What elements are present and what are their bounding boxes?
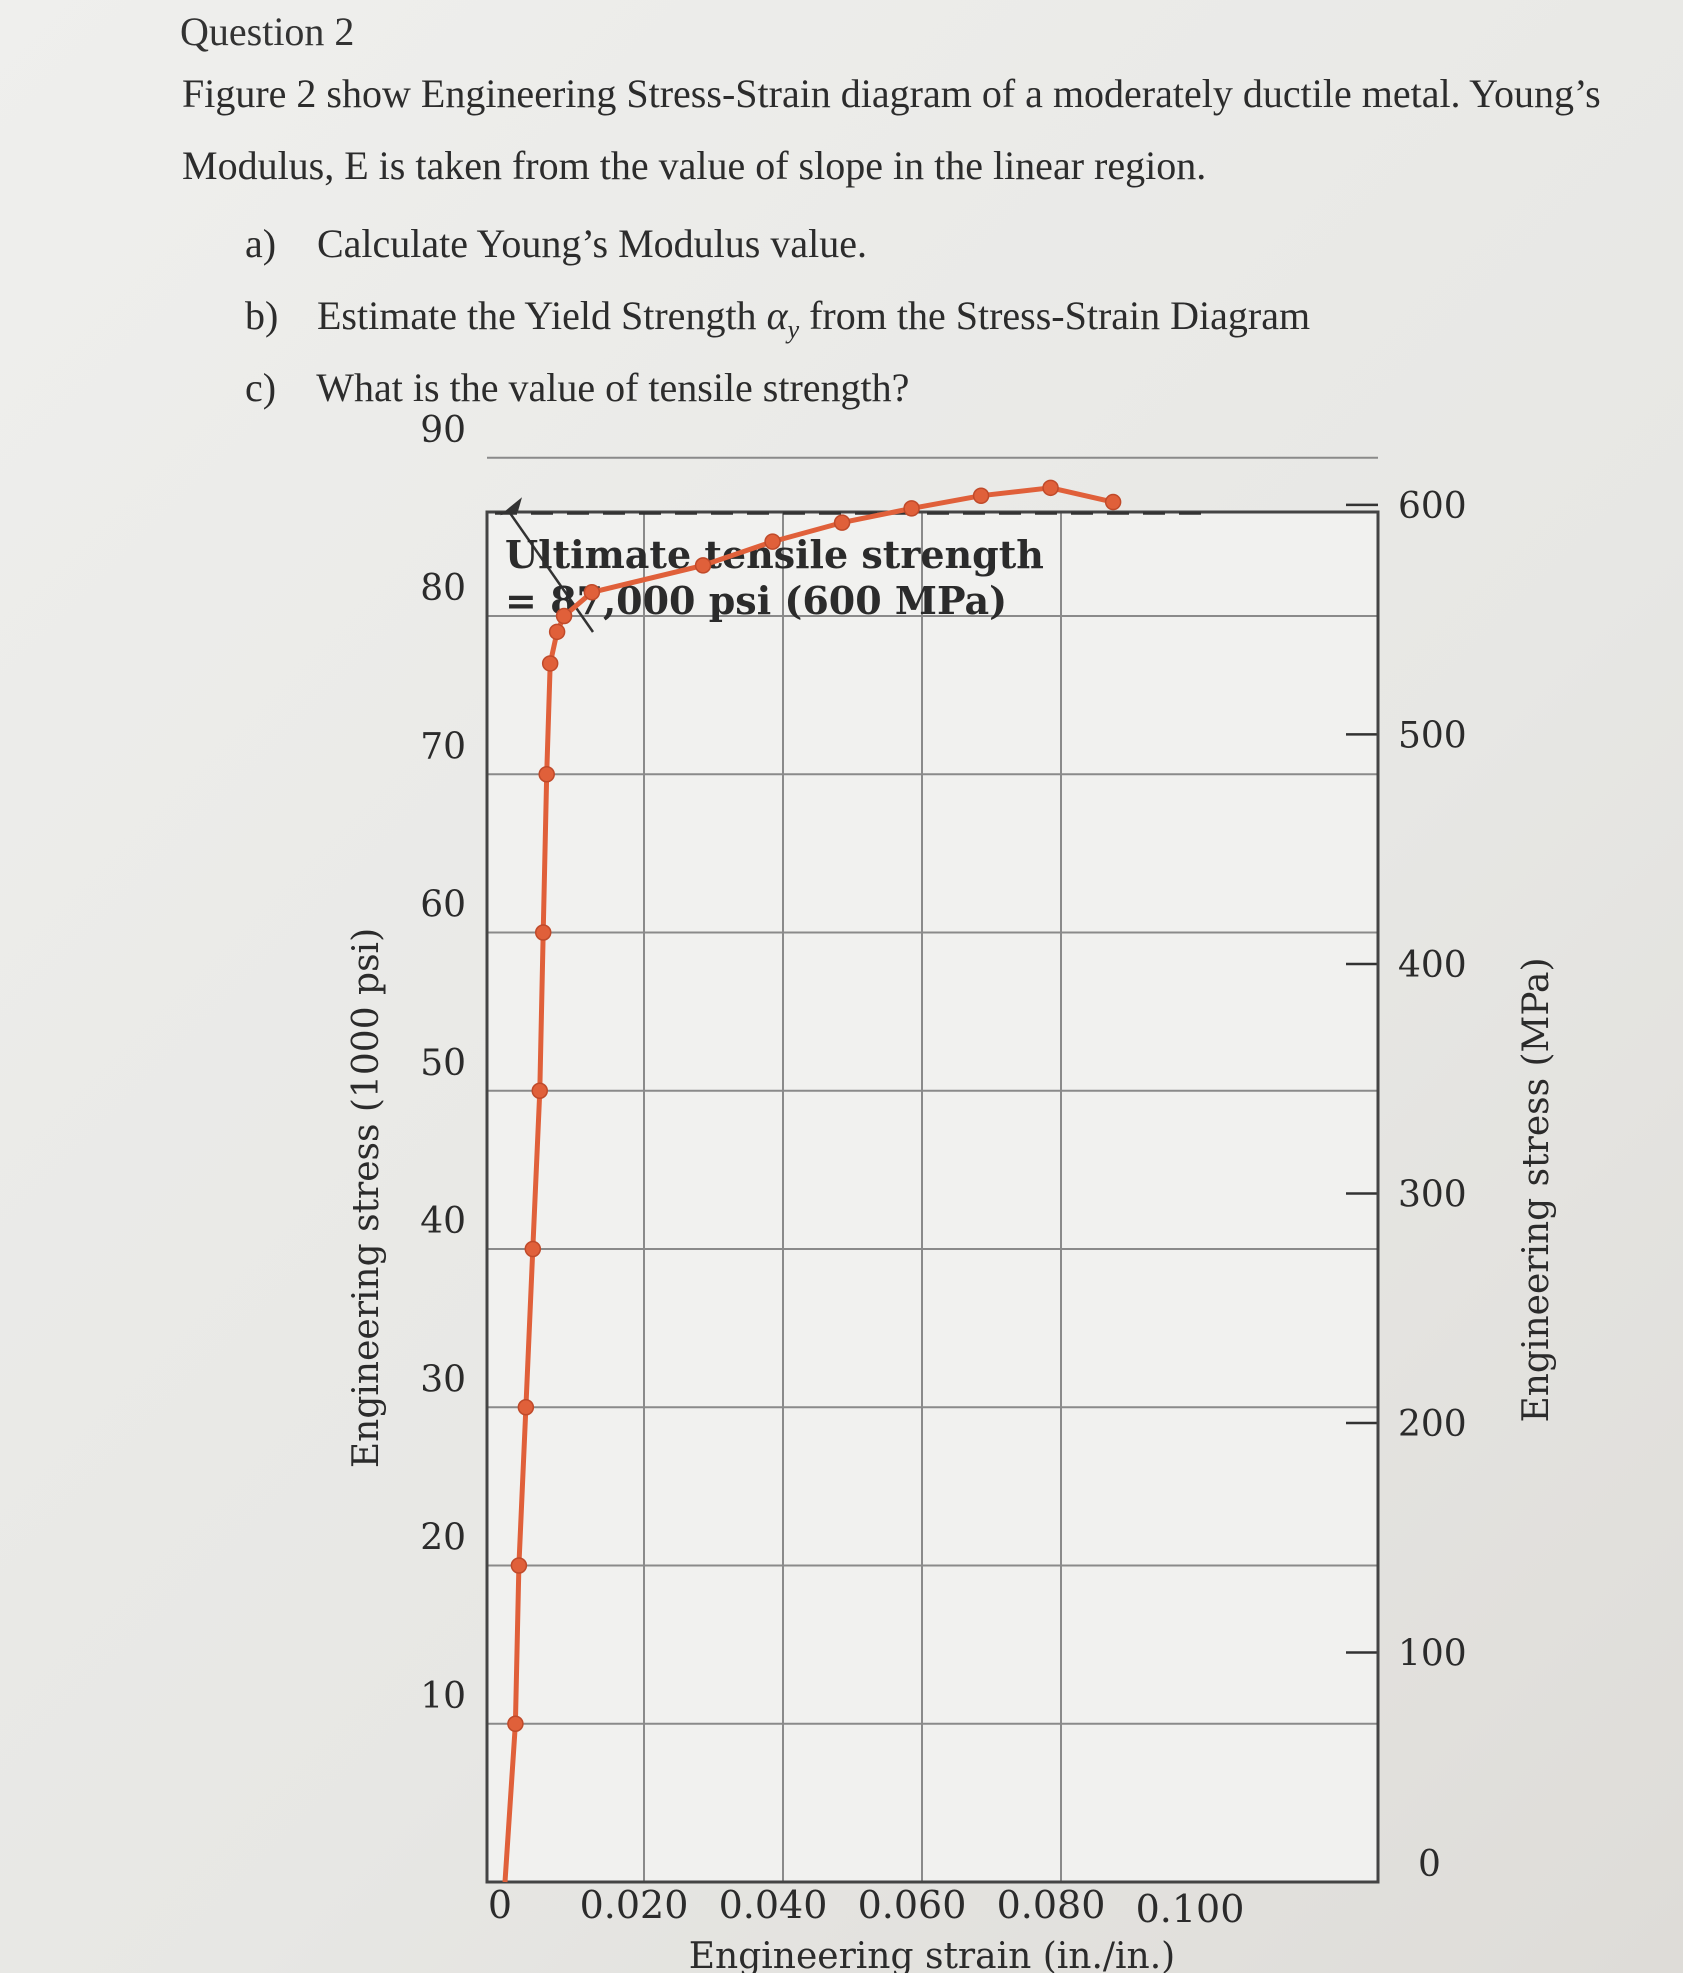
data-point	[517, 1399, 535, 1416]
right-tick-label: 200	[1398, 1404, 1467, 1445]
data-point	[541, 655, 559, 672]
right-tick-label: 500	[1398, 715, 1467, 756]
left-tick-label: 30	[420, 1359, 466, 1400]
right-tick-label: 600	[1398, 486, 1467, 527]
alpha-symbol: α	[766, 293, 788, 338]
left-tick-label: 10	[420, 1676, 466, 1717]
right-axis-tick-labels: 0 100 200 300 400 500 600	[1398, 486, 1467, 1885]
data-point	[1104, 493, 1122, 511]
data-point	[507, 1715, 524, 1732]
part-a-label: a)	[245, 221, 277, 266]
x-tick-label: 0	[488, 1883, 512, 1927]
left-tick-label: 60	[420, 885, 466, 926]
data-point	[833, 514, 851, 531]
yield-strength-symbol: αy	[766, 293, 800, 344]
plot-background	[487, 512, 1378, 1882]
grid	[487, 456, 1378, 1882]
annotation-arrow	[506, 509, 595, 633]
data-point	[531, 1082, 548, 1099]
part-c-label: c)	[245, 365, 277, 410]
data-point	[694, 557, 712, 574]
x-axis-tick-labels: 0 0.020 0.040 0.060 0.080 0.100	[488, 1883, 1244, 1931]
data-point	[548, 623, 566, 641]
left-axis-label: Engineering stress (1000 psi)	[346, 928, 387, 1468]
part-b: b) Estimate the Yield Strength αy from t…	[245, 280, 1310, 352]
left-tick-label: 40	[420, 1201, 466, 1242]
data-point	[555, 607, 573, 625]
x-tick-label: 0.020	[580, 1883, 689, 1927]
annotation-arrowhead	[500, 497, 522, 516]
left-tick-label: 90	[420, 410, 466, 451]
data-point	[972, 487, 990, 504]
part-b-label: b)	[245, 293, 279, 338]
part-a: a) Calculate Young’s Modulus value.	[245, 208, 1310, 280]
data-point	[764, 533, 781, 550]
right-axis-label: Engineering stress (MPa)	[1516, 957, 1557, 1422]
left-axis-tick-labels: 10 20 30 40 50 60 70 80 90	[420, 410, 466, 1717]
part-b-text-after: from the Stress-Strain Diagram	[809, 293, 1311, 338]
question-title: Question 2	[180, 9, 355, 54]
data-point	[510, 1557, 528, 1574]
part-a-text: Calculate Young’s Modulus value.	[317, 221, 867, 266]
right-tick-label: 0	[1418, 1844, 1441, 1885]
right-tick-label: 400	[1398, 945, 1467, 986]
data-point	[903, 500, 920, 517]
right-tick-label: 100	[1398, 1633, 1467, 1674]
question-parts: a) Calculate Young’s Modulus value. b) E…	[245, 208, 1310, 424]
part-c-text: What is the value of tensile strength?	[316, 365, 910, 410]
data-point	[538, 766, 555, 783]
question-intro: Figure 2 show Engineering Stress-Strain …	[182, 71, 1601, 188]
data-point	[524, 1240, 542, 1258]
left-tick-label: 80	[420, 568, 466, 609]
x-axis-label: Engineering strain (in./in.)	[689, 1936, 1175, 1973]
alpha-subscript: y	[787, 315, 800, 344]
data-point	[534, 924, 552, 941]
data-points	[507, 479, 1122, 1732]
data-point	[583, 584, 601, 601]
part-b-text-before: Estimate the Yield Strength	[317, 293, 757, 338]
x-tick-label: 0.060	[858, 1883, 967, 1927]
left-tick-label: 20	[420, 1518, 466, 1559]
left-tick-label: 70	[420, 726, 466, 767]
left-tick-label: 50	[420, 1043, 466, 1084]
data-point	[1042, 479, 1059, 497]
x-tick-label: 0.080	[997, 1883, 1106, 1927]
right-tick-label: 300	[1398, 1174, 1467, 1215]
x-tick-label: 0.040	[719, 1883, 828, 1927]
part-c: c) What is the value of tensile strength…	[245, 352, 1310, 424]
right-axis-ticks	[1346, 503, 1378, 1654]
x-tick-label: 0.100	[1136, 1887, 1245, 1931]
